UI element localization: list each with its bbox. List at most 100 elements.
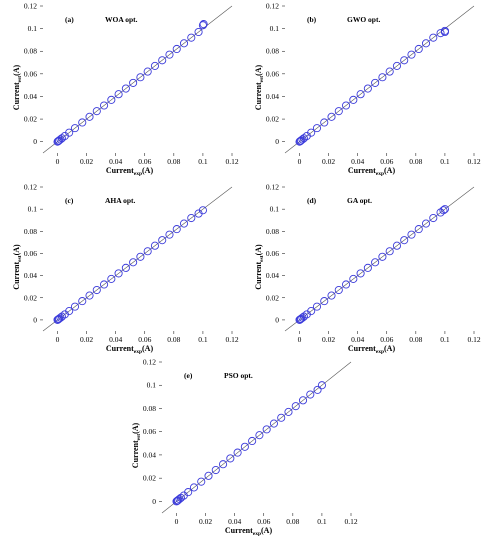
data-point	[78, 297, 87, 306]
y-tick-label: 0.1	[270, 24, 280, 33]
x-tick-label: 0.1	[440, 335, 450, 344]
chart-panel-5: 0 0.02 0.04 0.06 0.08 0.1 0.12 0 0.02 0.04 0.06 0.0…	[131, 358, 358, 538]
data-point	[307, 307, 316, 316]
panel-title: GWO opt.	[347, 15, 380, 24]
data-point	[198, 21, 207, 30]
x-tick-label: 0.12	[467, 157, 480, 166]
data-point	[439, 206, 448, 215]
x-axis-label: Currentexp(A)	[348, 166, 396, 177]
x-tick-label: 0.1	[317, 517, 327, 526]
data-point	[92, 107, 101, 116]
data-point	[313, 385, 322, 394]
y-axis-label: Currentest(A)	[12, 64, 23, 110]
chart-panel-1: 0 0.02 0.04 0.06 0.08 0.1 0.12 0 0.02 0.04 0.06 0.0…	[12, 2, 239, 178]
data-point	[429, 213, 438, 223]
data-point	[320, 118, 329, 127]
data-point	[226, 454, 235, 463]
data-point	[129, 258, 138, 267]
data-point	[421, 39, 431, 48]
data-point	[114, 90, 123, 99]
y-tick-label: 0.08	[266, 47, 279, 56]
x-tick-label: 0.1	[198, 335, 208, 344]
x-tick-label: 0.08	[409, 157, 422, 166]
data-point	[414, 44, 423, 54]
x-tick-label: 0.06	[380, 335, 393, 344]
data-point	[378, 73, 387, 82]
y-tick-label: 0	[33, 137, 37, 146]
data-point	[356, 269, 365, 278]
data-point	[54, 136, 64, 145]
data-point	[173, 496, 183, 505]
x-tick-label: 0	[56, 157, 60, 166]
data-point	[307, 128, 316, 137]
data-point	[114, 269, 123, 278]
data-point	[342, 101, 351, 110]
data-point	[189, 483, 199, 492]
x-tick-label: 0.08	[286, 517, 299, 526]
chart-panel-3: 0 0.02 0.04 0.06 0.08 0.1 0.12 0 0.02 0.04 0.06 0.0…	[12, 183, 239, 356]
data-point	[158, 56, 167, 65]
x-tick-label: 0.02	[80, 335, 93, 344]
x-tick-label: 0.02	[322, 157, 335, 166]
data-point	[70, 124, 80, 133]
data-point	[198, 206, 207, 215]
data-point	[400, 236, 409, 245]
data-point	[199, 20, 208, 29]
data-point	[385, 247, 394, 256]
data-point	[320, 297, 329, 306]
panel-title: GA opt.	[347, 196, 372, 205]
data-point	[211, 465, 220, 475]
data-point	[143, 247, 152, 256]
y-tick-label: 0.08	[266, 227, 279, 236]
data-point	[306, 390, 315, 399]
data-point	[363, 84, 372, 93]
y-tick-label: 0.08	[24, 47, 37, 56]
x-axis-label: Currentexp(A)	[348, 344, 396, 355]
data-point	[400, 56, 409, 65]
panel-label: (c)	[65, 196, 74, 205]
data-point	[363, 263, 372, 272]
x-axis-label: Currentexp(A)	[106, 166, 154, 177]
x-tick-label: 0.1	[440, 157, 450, 166]
x-tick-label: 0.04	[351, 335, 364, 344]
data-point	[269, 419, 278, 428]
x-tick-label: 0.1	[198, 157, 208, 166]
x-tick-label: 0	[175, 517, 179, 526]
x-tick-label: 0.12	[225, 157, 238, 166]
y-axis-label: Currentest(A)	[254, 244, 265, 290]
data-point	[107, 95, 116, 104]
x-tick-label: 0.08	[167, 157, 180, 166]
data-point	[312, 302, 322, 311]
data-point	[165, 50, 174, 59]
data-point	[92, 285, 101, 295]
y-tick-label: 0.08	[24, 227, 37, 236]
y-tick-label: 0.12	[143, 358, 156, 367]
data-point	[57, 134, 66, 143]
data-point	[65, 307, 74, 316]
data-point	[179, 219, 189, 228]
x-tick-label: 0.02	[322, 335, 335, 344]
data-point	[291, 402, 300, 411]
x-tick-label: 0.06	[380, 157, 393, 166]
data-point	[385, 67, 394, 76]
data-point	[107, 274, 116, 283]
panel-label: (b)	[307, 15, 317, 24]
data-point	[392, 241, 401, 250]
data-point	[262, 425, 271, 434]
y-tick-label: 0.02	[24, 293, 37, 302]
data-point	[172, 225, 181, 234]
data-point	[136, 252, 145, 261]
data-point	[100, 101, 109, 110]
data-point	[277, 413, 286, 422]
y-tick-label: 0.12	[24, 2, 37, 11]
data-point	[129, 78, 138, 87]
data-point	[334, 107, 343, 116]
data-point	[327, 291, 336, 300]
data-point	[349, 274, 358, 283]
chart-panel-4: 0 0.02 0.04 0.06 0.08 0.1 0.12 0 0.02 0.04 0.06 0.0…	[254, 183, 481, 356]
data-point	[296, 136, 306, 145]
y-tick-label: 0.06	[266, 249, 279, 258]
data-point	[440, 205, 449, 214]
data-point	[378, 252, 387, 261]
